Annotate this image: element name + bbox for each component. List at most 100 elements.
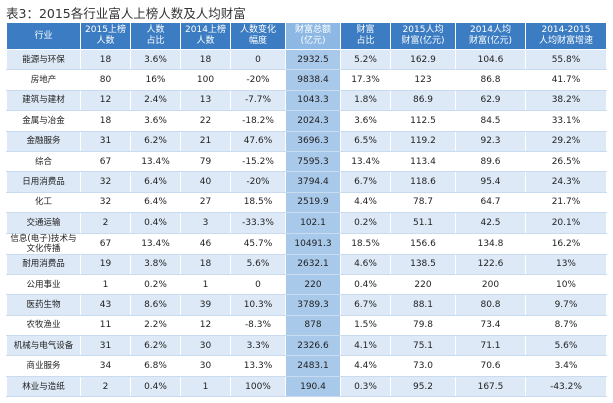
value-cell: 20.1% [525,212,607,234]
value-cell: 0.2% [340,212,391,234]
value-cell: 8.6% [130,294,181,316]
value-cell: 16% [130,69,181,91]
table-row: 建筑与建材 12 2.4% 13 -7.7% 1043.3 1.8% 86.9 62.9 38.2… [6,90,607,112]
value-cell: 51.1 [390,212,456,234]
value-cell: 6.7% [340,171,391,193]
value-cell: 1.5% [340,315,391,337]
value-cell: -18.2% [230,110,286,132]
industry-cell: 综合 [6,151,81,173]
value-cell: 47.6% [230,131,286,152]
value-cell: 13.4% [130,233,181,255]
industry-cell: 化工 [6,192,81,214]
value-cell: 64.7 [455,192,526,214]
value-cell: 6.8% [130,355,181,377]
header-text: 2015人均 [402,25,444,35]
header-cell: 2015上榜 人数 [80,22,131,50]
value-cell: 3.3% [230,335,286,357]
header-text: 财富 [356,25,375,35]
value-cell: 100 [180,69,231,91]
table-row: 林业与造纸 2 0.4% 1 100% 190.4 0.3% 95.2 167.5 -43.2% [6,376,607,398]
value-cell: 5.2% [340,49,391,71]
value-cell: 3.8% [130,254,181,275]
table-row: 金属与冶金 18 3.6% 22 -18.2% 2024.3 3.6% 112.5 84.5 33… [6,110,607,132]
value-cell: 39 [180,294,231,316]
value-cell: 22 [180,110,231,132]
header-cell: 2014-2015 人均财富增速 [525,22,607,50]
value-cell: 79 [180,151,231,173]
industry-cell: 金融服务 [6,131,81,152]
value-cell: 3.4% [525,355,607,377]
industry-cell: 能源与环保 [6,49,81,71]
value-cell: 4.4% [340,192,391,214]
value-cell: -43.2% [525,376,607,398]
value-cell: 62.9 [455,90,526,112]
header-text: 人数变化 [239,25,276,35]
header-text: 占比 [356,36,375,46]
header-cell: 2015人均 财富(亿元) [390,22,456,50]
value-cell: 2326.6 [285,335,341,357]
value-cell: 0.4% [130,212,181,234]
industry-cell: 建筑与建材 [6,90,81,112]
value-cell: 46 [180,233,231,255]
value-cell: 220 [285,274,341,296]
value-cell: 1 [180,274,231,296]
value-cell: 123 [390,69,456,91]
value-cell: 100% [230,376,286,398]
industry-cell: 交通运输 [6,212,81,234]
value-cell: 6.4% [130,171,181,193]
data-table: 行业 2015上榜 人数 人数 占比 2014上榜 人数 人数变化 幅度 财富总额 (亿元) 财富 占比… [6,22,607,398]
table-row: 机械与电气设备 31 6.2% 30 3.3% 2326.6 4.1% 75.1 71.1 5.6… [6,335,607,357]
header-row: 行业 2015上榜 人数 人数 占比 2014上榜 人数 人数变化 幅度 财富总额 (亿元) 财富 占比… [6,22,607,50]
table-row: 日用消费品 32 6.4% 40 -20% 3794.4 6.7% 118.6 95.4 24.3… [6,171,607,193]
value-cell: 86.8 [455,69,526,91]
value-cell: 2632.1 [285,254,341,275]
value-cell: 40 [180,171,231,193]
table-row: 金融服务 31 6.2% 21 47.6% 3696.3 6.5% 119.2 92.3 29.2… [6,131,607,152]
value-cell: 3 [180,212,231,234]
value-cell: 21.7% [525,192,607,214]
value-cell: 3789.3 [285,294,341,316]
value-cell: 6.5% [340,131,391,152]
table-row: 综合 67 13.4% 79 -15.2% 7595.3 13.4% 113.4 89.6 26.… [6,151,607,173]
value-cell: 80 [80,69,131,91]
value-cell: 118.6 [390,171,456,193]
value-cell: 4.1% [340,335,391,357]
value-cell: 6.2% [130,335,181,357]
value-cell: 70.6 [455,355,526,377]
value-cell: 17.3% [340,69,391,91]
value-cell: 6.2% [130,131,181,152]
value-cell: 43 [80,294,131,316]
value-cell: 13.4% [130,151,181,173]
value-cell: 16.2% [525,233,607,255]
industry-cell: 机械与电气设备 [6,335,81,357]
value-cell: 122.6 [455,254,526,275]
value-cell: 3.6% [340,110,391,132]
value-cell: 5.6% [525,335,607,357]
value-cell: 3.6% [130,49,181,71]
industry-cell: 耐用消费品 [6,254,81,275]
value-cell: 167.5 [455,376,526,398]
value-cell: 18.5% [230,192,286,214]
industry-cell: 商业服务 [6,355,81,377]
value-cell: 32 [80,171,131,193]
value-cell: 0 [230,274,286,296]
value-cell: 104.6 [455,49,526,71]
value-cell: -7.7% [230,90,286,112]
header-cell: 人数变化 幅度 [230,22,286,50]
header-text: 财富(亿元) [401,36,445,46]
value-cell: 3.6% [130,110,181,132]
value-cell: 3794.4 [285,171,341,193]
value-cell: 34 [80,355,131,377]
value-cell: 73.0 [390,355,456,377]
value-cell: 0 [230,49,286,71]
table-body: 能源与环保 18 3.6% 18 0 2932.5 5.2% 162.9 104.6 55.8% 房… [6,49,607,398]
header-text: 人数 [196,36,215,46]
value-cell: 138.5 [390,254,456,275]
header-text: 2014人均 [470,25,511,35]
value-cell: 10.3% [230,294,286,316]
value-cell: 75.1 [390,335,456,357]
value-cell: 0.4% [340,274,391,296]
value-cell: 102.1 [285,212,341,234]
value-cell: 78.7 [390,192,456,214]
value-cell: 45.7% [230,233,286,255]
